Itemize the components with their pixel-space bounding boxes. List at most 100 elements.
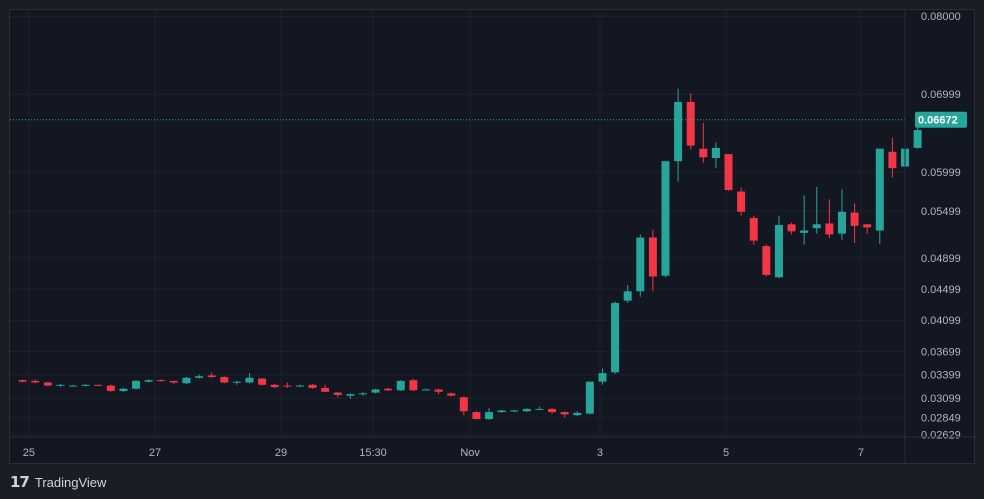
price-axis[interactable]: 0.08000 0.06999 0.05999 0.05499 0.04899 0.044… (904, 10, 961, 465)
candle-body (686, 101, 695, 146)
candle (497, 409, 506, 413)
current-price-label: 0.06672 (918, 115, 958, 127)
candle (825, 199, 834, 239)
candle (18, 379, 27, 383)
time-tick-label: 29 (275, 447, 287, 459)
candle-body (157, 380, 166, 382)
candle (737, 187, 746, 216)
candle (888, 137, 897, 178)
candle (195, 374, 204, 379)
candle-body (18, 380, 27, 382)
price-tick-label: 0.04899 (921, 253, 961, 265)
candle-body (548, 408, 557, 413)
candle (132, 380, 141, 390)
time-tick-label: 7 (858, 447, 864, 459)
footer: 17 TradingView (10, 472, 106, 492)
candle-body (384, 388, 393, 391)
candle (636, 234, 645, 297)
candle (573, 411, 582, 416)
candle-body (283, 385, 292, 387)
candle (434, 388, 443, 395)
price-tick-label: 0.02629 (921, 430, 961, 442)
brand-name[interactable]: TradingView (34, 474, 107, 490)
candle (711, 142, 720, 169)
candle (169, 380, 178, 385)
candle (283, 382, 292, 388)
candle-body (724, 154, 733, 190)
candle-body (749, 218, 758, 241)
candle-body (43, 382, 52, 386)
candle (358, 391, 367, 396)
candle (472, 411, 481, 420)
candle-body (737, 191, 746, 212)
candle (485, 408, 494, 420)
candle-body (421, 389, 430, 391)
candle (308, 384, 317, 389)
candle-body (371, 389, 380, 393)
candle-body (132, 380, 141, 389)
candle-body (800, 230, 809, 233)
time-axis[interactable]: 25 27 29 15:30 Nov 3 5 7 (10, 436, 976, 459)
candle-body (485, 412, 494, 420)
price-tick-label: 0.04099 (921, 315, 961, 327)
candle (863, 224, 872, 234)
time-tick-label: Nov (460, 447, 480, 459)
candle (421, 388, 430, 391)
tradingview-logo-icon[interactable]: 17 (10, 473, 30, 491)
time-tick-label: 15:30 (359, 447, 387, 459)
candle (762, 244, 771, 277)
candle-body (144, 380, 153, 382)
candle (144, 379, 153, 383)
price-tick-label: 0.05999 (921, 167, 961, 179)
candle (686, 93, 695, 150)
candle-body (69, 385, 78, 387)
candle-body (661, 161, 670, 276)
price-tick-label: 0.03099 (921, 393, 961, 405)
price-tick-label: 0.04499 (921, 284, 961, 296)
candle (598, 368, 607, 385)
candle-body (169, 380, 178, 383)
candle-body (295, 385, 304, 387)
candle (837, 189, 846, 240)
candle-body (674, 101, 683, 162)
candle (94, 384, 103, 387)
candlestick-chart[interactable]: 0.08000 0.06999 0.05999 0.05499 0.04899 0.044… (10, 10, 976, 465)
candle (157, 379, 166, 382)
candle (346, 393, 355, 399)
candle (182, 377, 191, 385)
candle (384, 387, 393, 392)
candle-body (358, 393, 367, 395)
time-tick-label: 27 (149, 447, 161, 459)
candle-body (522, 408, 531, 412)
candle-body (598, 373, 607, 382)
candle (396, 380, 405, 392)
candle (31, 379, 40, 384)
candle-body (207, 375, 216, 378)
candle (119, 387, 128, 392)
candle-body (119, 388, 128, 392)
candle (56, 384, 65, 388)
candle-body (888, 151, 897, 169)
candle-body (837, 211, 846, 234)
candle-body (863, 224, 872, 228)
candle (295, 384, 304, 388)
candle (43, 381, 52, 387)
chart-panel[interactable]: 0.08000 0.06999 0.05999 0.05499 0.04899 0.044… (9, 9, 976, 465)
candle-body (623, 291, 632, 301)
candle (774, 215, 783, 279)
candle-body (850, 212, 859, 226)
candle-body (648, 237, 657, 277)
candle (800, 195, 809, 245)
candle-body (333, 392, 342, 395)
candle (207, 372, 216, 378)
candle-body (472, 412, 481, 420)
time-tick-label: 3 (597, 447, 603, 459)
candle-body (245, 377, 254, 383)
candle (749, 215, 758, 245)
price-tick-label: 0.06999 (921, 89, 961, 101)
candle (724, 154, 733, 191)
candle (522, 408, 531, 413)
candle (535, 406, 544, 410)
candle-body (497, 410, 506, 413)
candle-body (31, 380, 40, 383)
